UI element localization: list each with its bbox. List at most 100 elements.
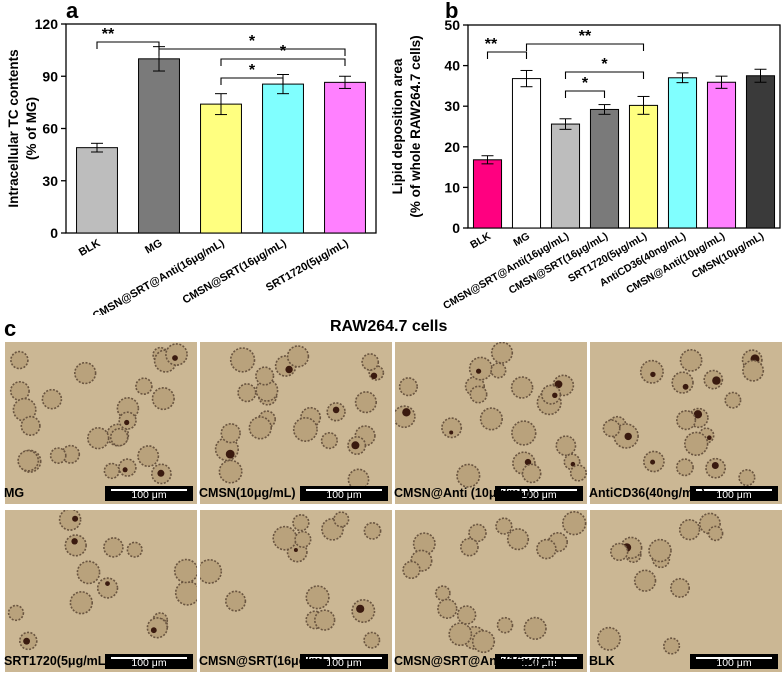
significance-marker: ** (485, 36, 498, 53)
cell-shape (490, 362, 507, 379)
significance-bracket (564, 90, 606, 98)
cell-shape (441, 417, 463, 439)
micrograph-image (200, 342, 392, 504)
cell-shape (354, 391, 377, 414)
y-tick-label: 120 (35, 16, 59, 32)
y-axis-label: (% of MG) (24, 97, 39, 160)
micrograph-image (590, 510, 782, 672)
lipid-droplet (552, 392, 558, 398)
micrograph-panel: 100 μm (200, 342, 392, 504)
micrograph-caption: AntiCD36(40ng/mL) (589, 486, 705, 500)
cell-shape (126, 541, 143, 558)
micrograph-panel: 100 μm (5, 510, 197, 672)
lipid-droplet (650, 371, 656, 378)
scale-bar-line (306, 657, 382, 659)
lipid-droplet (23, 637, 30, 645)
micrograph-image (5, 342, 197, 504)
cell-shape (662, 637, 681, 655)
bar (589, 108, 620, 229)
bar (745, 75, 776, 229)
scale-bar-label: 100 μm (131, 489, 167, 501)
x-tick-label: MG (511, 230, 532, 249)
scale-bar-label: 100 μm (521, 489, 557, 501)
cell-shape (460, 537, 479, 557)
cell-shape (64, 534, 87, 557)
scale-bar-line (696, 657, 772, 659)
cell-shape (292, 417, 318, 443)
lipid-droplet (172, 355, 178, 361)
cell-shape (398, 377, 418, 397)
cell-shape (468, 356, 493, 381)
significance-marker: * (280, 43, 287, 60)
cell-shape (200, 559, 223, 584)
cell-shape (173, 558, 197, 584)
significance-marker: * (249, 62, 256, 79)
micrograph-panel: 100 μm (395, 510, 587, 672)
lipid-droplet (693, 410, 703, 419)
cell-shape (521, 463, 542, 484)
cell-shape (448, 622, 473, 647)
micrograph-caption: MG (4, 486, 25, 500)
bar (138, 58, 180, 234)
micrograph-image (5, 510, 197, 672)
y-tick-label: 10 (444, 179, 460, 195)
scale-bar-line (501, 657, 577, 659)
micrograph-panel: 100 μm (5, 342, 197, 504)
lipid-droplet (570, 461, 576, 467)
lipid-droplet (624, 432, 632, 441)
cell-shape (146, 617, 169, 639)
y-axis-label: Lipid deposition area (390, 58, 405, 194)
scale-bar-line (111, 657, 187, 659)
y-axis-label: Intracellular TC contents (6, 49, 21, 207)
significance-marker: * (601, 56, 608, 73)
cell-shape (116, 397, 140, 420)
cell-shape (224, 590, 247, 612)
y-tick-label: 0 (452, 220, 460, 236)
y-tick-label: 90 (42, 68, 58, 84)
lipid-droplet (351, 441, 360, 450)
y-tick-label: 50 (444, 17, 460, 33)
lipid-droplet (122, 467, 128, 473)
cell-shape (361, 353, 380, 371)
y-tick-label: 30 (444, 98, 460, 114)
bar (200, 103, 242, 234)
cell-shape (456, 605, 477, 625)
bar (76, 147, 118, 234)
scale-bar-line (501, 489, 577, 491)
cell-shape (61, 444, 81, 464)
significance-bracket (486, 51, 528, 59)
significance-marker: * (249, 33, 256, 50)
cell-shape (456, 463, 481, 488)
micrograph-caption: CMSN@SRT(16μg/mL) (199, 654, 333, 668)
scale-bar: 100 μm (105, 654, 193, 669)
lipid-droplet (71, 538, 78, 545)
lipid-droplet (711, 462, 719, 469)
cell-shape (165, 343, 188, 366)
cell-shape (670, 577, 691, 598)
cell-shape (495, 517, 513, 535)
cell-shape (73, 361, 97, 385)
lipid-droplet (150, 627, 157, 634)
y-tick-label: 60 (42, 121, 58, 137)
cell-shape (7, 604, 25, 622)
scale-bar: 100 μm (690, 486, 778, 501)
bar (511, 78, 542, 229)
lipid-droplet (402, 408, 411, 417)
scale-bar-label: 100 μm (131, 657, 167, 669)
bar (472, 159, 503, 229)
scale-bar: 100 μm (300, 654, 388, 669)
cell-shape (602, 419, 621, 438)
chart-a: 0 30 60 90 120 Intracellular TC contents (% of… (6, 16, 377, 315)
cell-shape (412, 532, 436, 556)
cell-shape (738, 469, 756, 487)
cell-shape (9, 380, 30, 401)
cell-shape (671, 371, 694, 394)
lipid-droplet (370, 372, 378, 379)
lipid-droplet (72, 515, 79, 522)
micrograph-image (200, 510, 392, 672)
cell-shape (96, 577, 119, 599)
cell-shape (49, 447, 67, 464)
cell-shape (511, 420, 537, 446)
cell-shape (103, 462, 121, 480)
micrograph-caption: BLK (589, 654, 615, 668)
